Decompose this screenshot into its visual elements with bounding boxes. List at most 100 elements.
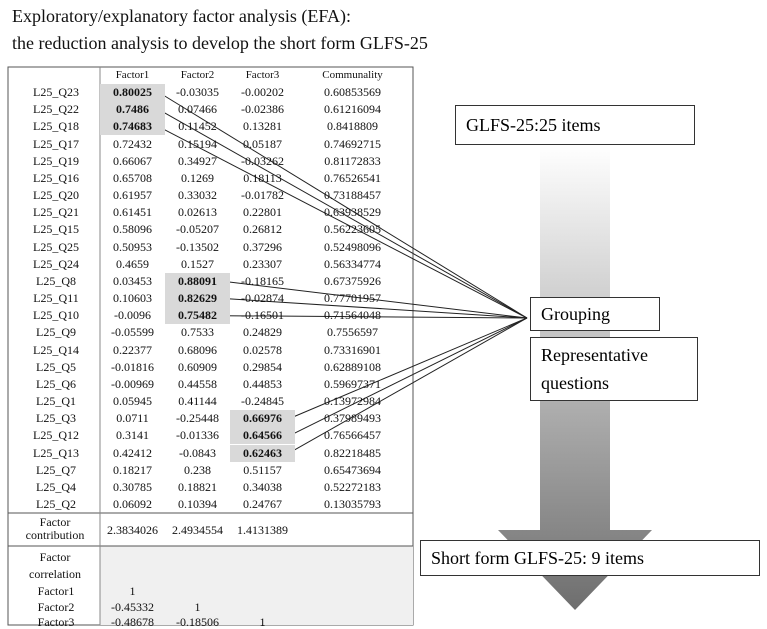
row-label: L25_Q13 xyxy=(33,445,79,460)
cell: 0.82218485 xyxy=(324,445,381,460)
link-line xyxy=(223,315,528,319)
cell: 0.67375926 xyxy=(324,273,381,288)
row-label: L25_Q4 xyxy=(36,479,76,494)
cell: 0.62889108 xyxy=(324,359,381,374)
correlation-row-label: Factor3 xyxy=(37,615,75,629)
cell: -0.00969 xyxy=(111,376,154,391)
cell: -0.24845 xyxy=(241,394,284,409)
row-label: L25_Q15 xyxy=(33,222,79,237)
cell: 0.61451 xyxy=(113,205,152,220)
cell: 0.72432 xyxy=(113,136,152,151)
row-label: L25_Q22 xyxy=(33,102,79,117)
end-box: Short form GLFS-25: 9 items xyxy=(420,540,760,576)
row-label: L25_Q21 xyxy=(33,205,79,220)
cell: 0.23307 xyxy=(243,256,282,271)
cell: 0.42412 xyxy=(113,445,152,460)
cell: 0.81172833 xyxy=(324,153,381,168)
row-label: L25_Q11 xyxy=(33,291,79,306)
cell: 0.56334774 xyxy=(324,256,381,271)
cell: -0.16501 xyxy=(241,308,284,323)
cell: 0.52272183 xyxy=(324,479,381,494)
cell: 0.07466 xyxy=(178,102,217,117)
cell: 0.18113 xyxy=(243,170,282,185)
cell: 0.41144 xyxy=(178,394,217,409)
correlation-label: Factor correlation xyxy=(29,550,81,581)
link-line xyxy=(223,280,528,319)
link-line xyxy=(158,109,528,319)
cell: 0.10394 xyxy=(178,497,217,512)
cell: 0.05945 xyxy=(113,394,152,409)
cell: -0.02874 xyxy=(241,291,284,306)
cell: 0.74683 xyxy=(100,118,165,136)
cell: 0.66976 xyxy=(230,410,295,428)
cell: 0.62463 xyxy=(230,444,295,462)
row-label: L25_Q6 xyxy=(36,376,76,391)
cell: 0.13035793 xyxy=(324,497,381,512)
cell: 0.52498096 xyxy=(324,239,381,254)
cell: -0.01782 xyxy=(241,188,284,203)
title-line: the reduction analysis to develop the sh… xyxy=(12,33,428,53)
cell: 0.24829 xyxy=(243,325,282,340)
link-line xyxy=(288,317,528,437)
cell: 0.77701957 xyxy=(324,291,381,306)
cell: 0.82629 xyxy=(165,290,230,308)
header-cell: Factor3 xyxy=(245,69,280,81)
correlation-row-label: Factor1 xyxy=(37,584,75,598)
cell: 0.61216094 xyxy=(324,102,381,117)
header-cell: Factor1 xyxy=(115,69,150,81)
cell: 0.74692715 xyxy=(324,136,381,151)
cell: 0.60909 xyxy=(178,359,217,374)
grouping-box: Grouping xyxy=(530,297,660,331)
cell: 0.76566457 xyxy=(324,428,381,443)
cell: 0.10603 xyxy=(113,291,152,306)
row-label: L25_Q3 xyxy=(36,411,76,426)
cell: 0.64566 xyxy=(230,427,295,445)
cell: 0.71564048 xyxy=(324,308,381,323)
cell: 0.11452 xyxy=(178,119,217,134)
contribution-label: Factor contribution xyxy=(25,515,85,542)
correlation-value: -0.48678 xyxy=(111,615,154,629)
cell: 0.02613 xyxy=(178,205,217,220)
header-cell: Communality xyxy=(322,69,383,81)
cell: 0.05187 xyxy=(243,136,282,151)
correlation-value: -0.18506 xyxy=(176,615,219,629)
contribution-value: 2.4934554 xyxy=(172,523,223,537)
cell: 0.06092 xyxy=(113,497,152,512)
row-label: L25_Q1 xyxy=(36,394,76,409)
cell: 0.65473694 xyxy=(324,462,381,477)
cell: 0.75482 xyxy=(165,307,230,325)
row-label: L25_Q25 xyxy=(33,239,79,254)
contribution-value: 1.4131389 xyxy=(237,523,288,537)
cell: -0.00202 xyxy=(241,85,284,99)
cell: -0.03035 xyxy=(176,85,219,99)
cell: -0.03262 xyxy=(241,153,284,168)
cell: 0.02578 xyxy=(243,342,282,357)
cell: 0.56223605 xyxy=(324,222,381,237)
cell: -0.0843 xyxy=(179,445,216,460)
row-label: L25_Q16 xyxy=(33,170,79,185)
row-label: L25_Q5 xyxy=(36,359,76,374)
cell: 0.66067 xyxy=(113,153,152,168)
cell: 0.1527 xyxy=(181,256,214,271)
cell: 0.61957 xyxy=(113,188,152,203)
cell: -0.05599 xyxy=(111,325,154,340)
cell: 0.51157 xyxy=(243,462,282,477)
row-label: L25_Q20 xyxy=(33,188,79,203)
cell: 0.88091 xyxy=(165,272,230,290)
cell: -0.25448 xyxy=(176,411,219,426)
link-line xyxy=(223,298,528,319)
row-label: L25_Q9 xyxy=(36,325,76,340)
row-label: L25_Q12 xyxy=(33,428,79,443)
cell: 0.60853569 xyxy=(324,85,381,99)
cell: 0.22377 xyxy=(113,342,152,357)
representative-box: Representative questions xyxy=(530,337,698,401)
correlation-value: -0.45332 xyxy=(111,599,154,614)
start-box: GLFS-25:25 items xyxy=(455,105,695,145)
cell: 0.44853 xyxy=(243,376,282,391)
row-label: L25_Q10 xyxy=(33,308,79,323)
correlation-value: 1 xyxy=(194,599,201,614)
cell: 0.37296 xyxy=(243,239,282,254)
correlation-row-label: Factor2 xyxy=(37,599,75,614)
cell: 0.03453 xyxy=(113,273,152,288)
cell: 0.4659 xyxy=(116,256,149,271)
